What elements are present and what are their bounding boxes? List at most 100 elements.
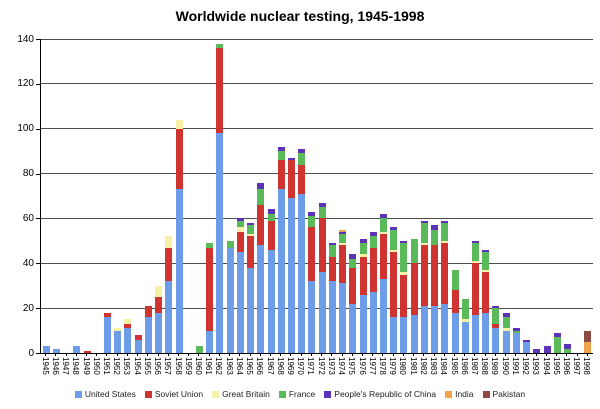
x-axis-label-1958: 1958: [173, 357, 183, 375]
bar-segment-1966-soviet-union: [257, 204, 265, 246]
x-tick: [402, 353, 404, 356]
bar-segment-1969-people-s-republic-of-china: [287, 157, 295, 161]
bar-segment-1964-united-states: [236, 252, 244, 353]
x-axis-label-1985: 1985: [449, 357, 459, 375]
x-tick: [259, 353, 261, 356]
y-tick: [36, 263, 40, 265]
bar-segment-1964-france: [236, 220, 244, 228]
bar-segment-1979-people-s-republic-of-china: [390, 227, 398, 230]
bar-segment-1986-france: [461, 299, 469, 320]
bar-segment-1992-people-s-republic-of-china: [523, 339, 531, 342]
y-axis-label-60: 60: [22, 212, 34, 224]
x-axis-label-1963: 1963: [224, 357, 234, 375]
x-axis-label-1984: 1984: [439, 357, 449, 375]
x-tick: [116, 353, 118, 356]
bar-segment-1972-people-s-republic-of-china: [318, 202, 326, 208]
x-axis-label-1951: 1951: [101, 357, 111, 375]
x-axis-label-1970: 1970: [296, 357, 306, 375]
bar-segment-1982-united-states: [420, 305, 428, 353]
bar-segment-1961-united-states: [206, 330, 214, 353]
legend-swatch: [445, 390, 453, 398]
x-axis-label-1995: 1995: [551, 357, 561, 375]
bar-segment-1972-united-states: [318, 272, 326, 353]
bar-segment-1974-india: [339, 229, 347, 232]
bar-segment-1991-united-states: [512, 332, 520, 353]
x-tick: [167, 353, 169, 356]
x-axis-label-1990: 1990: [500, 357, 510, 375]
bar-segment-1990-united-states: [502, 330, 510, 353]
bar-segment-1970-people-s-republic-of-china: [298, 148, 306, 154]
x-axis-label-1996: 1996: [561, 357, 571, 375]
bar-segment-1979-great-britain: [390, 249, 398, 253]
bar-segment-1957-soviet-union: [165, 247, 173, 282]
x-axis-label-1947: 1947: [61, 357, 71, 375]
x-tick: [218, 353, 220, 356]
x-axis-label-1982: 1982: [418, 357, 428, 375]
x-axis-label-1961: 1961: [204, 357, 214, 375]
x-tick: [75, 353, 77, 356]
x-tick: [392, 353, 394, 356]
legend-label: India: [455, 389, 474, 399]
bar-segment-1970-united-states: [298, 193, 306, 353]
x-tick: [464, 353, 466, 356]
x-tick: [535, 353, 537, 356]
bar-segment-1989-united-states: [492, 328, 500, 353]
bar-segment-1973-france: [328, 245, 336, 257]
x-tick: [494, 353, 496, 356]
legend-swatch: [212, 390, 220, 398]
bar-segment-1954-soviet-union: [134, 335, 142, 340]
bar-segment-1985-united-states: [451, 312, 459, 353]
x-axis-label-1997: 1997: [572, 357, 582, 375]
bar-segment-1968-united-states: [277, 189, 285, 353]
bar-segment-1995-people-s-republic-of-china: [553, 332, 561, 338]
bar-segment-1987-people-s-republic-of-china: [471, 240, 479, 244]
bar-segment-1945-united-states: [42, 346, 50, 353]
bar-segment-1973-people-s-republic-of-china: [328, 243, 336, 246]
x-tick: [505, 353, 507, 356]
x-tick: [341, 353, 343, 356]
bar-segment-1983-soviet-union: [431, 245, 439, 306]
bar-segment-1982-france: [420, 222, 428, 244]
x-axis-label-1949: 1949: [81, 357, 91, 375]
bar-segment-1953-soviet-union: [124, 323, 132, 329]
bar-segment-1974-france: [339, 234, 347, 244]
bar-segment-1978-great-britain: [379, 231, 387, 235]
y-axis-label-80: 80: [22, 168, 34, 180]
plot-area: [40, 38, 593, 354]
bar-segment-1992-united-states: [523, 341, 531, 353]
y-axis-label-40: 40: [22, 257, 34, 269]
x-axis-label-1954: 1954: [132, 357, 142, 375]
bar-segment-1994-people-s-republic-of-china: [543, 346, 551, 353]
bar-segment-1979-france: [390, 229, 398, 250]
y-tick: [36, 39, 40, 40]
x-axis-label-1972: 1972: [316, 357, 326, 375]
bar-segment-1977-united-states: [369, 292, 377, 353]
bar-segment-1988-france: [482, 252, 490, 271]
bar-segment-1951-soviet-union: [103, 312, 111, 318]
x-tick: [413, 353, 415, 356]
x-axis-label-1971: 1971: [306, 357, 316, 375]
x-axis-label-1992: 1992: [521, 357, 531, 375]
x-axis-label-1946: 1946: [50, 357, 60, 375]
x-axis-label-1962: 1962: [214, 357, 224, 375]
x-axis-label-1973: 1973: [326, 357, 336, 375]
bar-segment-1996-people-s-republic-of-china: [563, 344, 571, 349]
x-tick: [382, 353, 384, 356]
bar-segment-1955-united-states: [144, 317, 152, 353]
x-tick: [310, 353, 312, 356]
x-axis-label-1991: 1991: [510, 357, 520, 375]
x-axis-label-1977: 1977: [367, 357, 377, 375]
y-tick: [36, 353, 40, 354]
bar-segment-1965-people-s-republic-of-china: [247, 222, 255, 226]
x-tick: [474, 353, 476, 356]
bar-segment-1963-united-states: [226, 247, 234, 353]
bar-segment-1976-soviet-union: [359, 256, 367, 295]
bar-segment-1970-france: [298, 153, 306, 165]
legend-item-soviet-union: Soviet Union: [144, 389, 203, 399]
bar-segment-1976-great-britain: [359, 254, 367, 257]
x-tick: [270, 353, 271, 356]
y-tick: [36, 128, 40, 130]
x-axis-label-1980: 1980: [398, 357, 408, 375]
bar-segment-1956-united-states: [155, 312, 163, 353]
